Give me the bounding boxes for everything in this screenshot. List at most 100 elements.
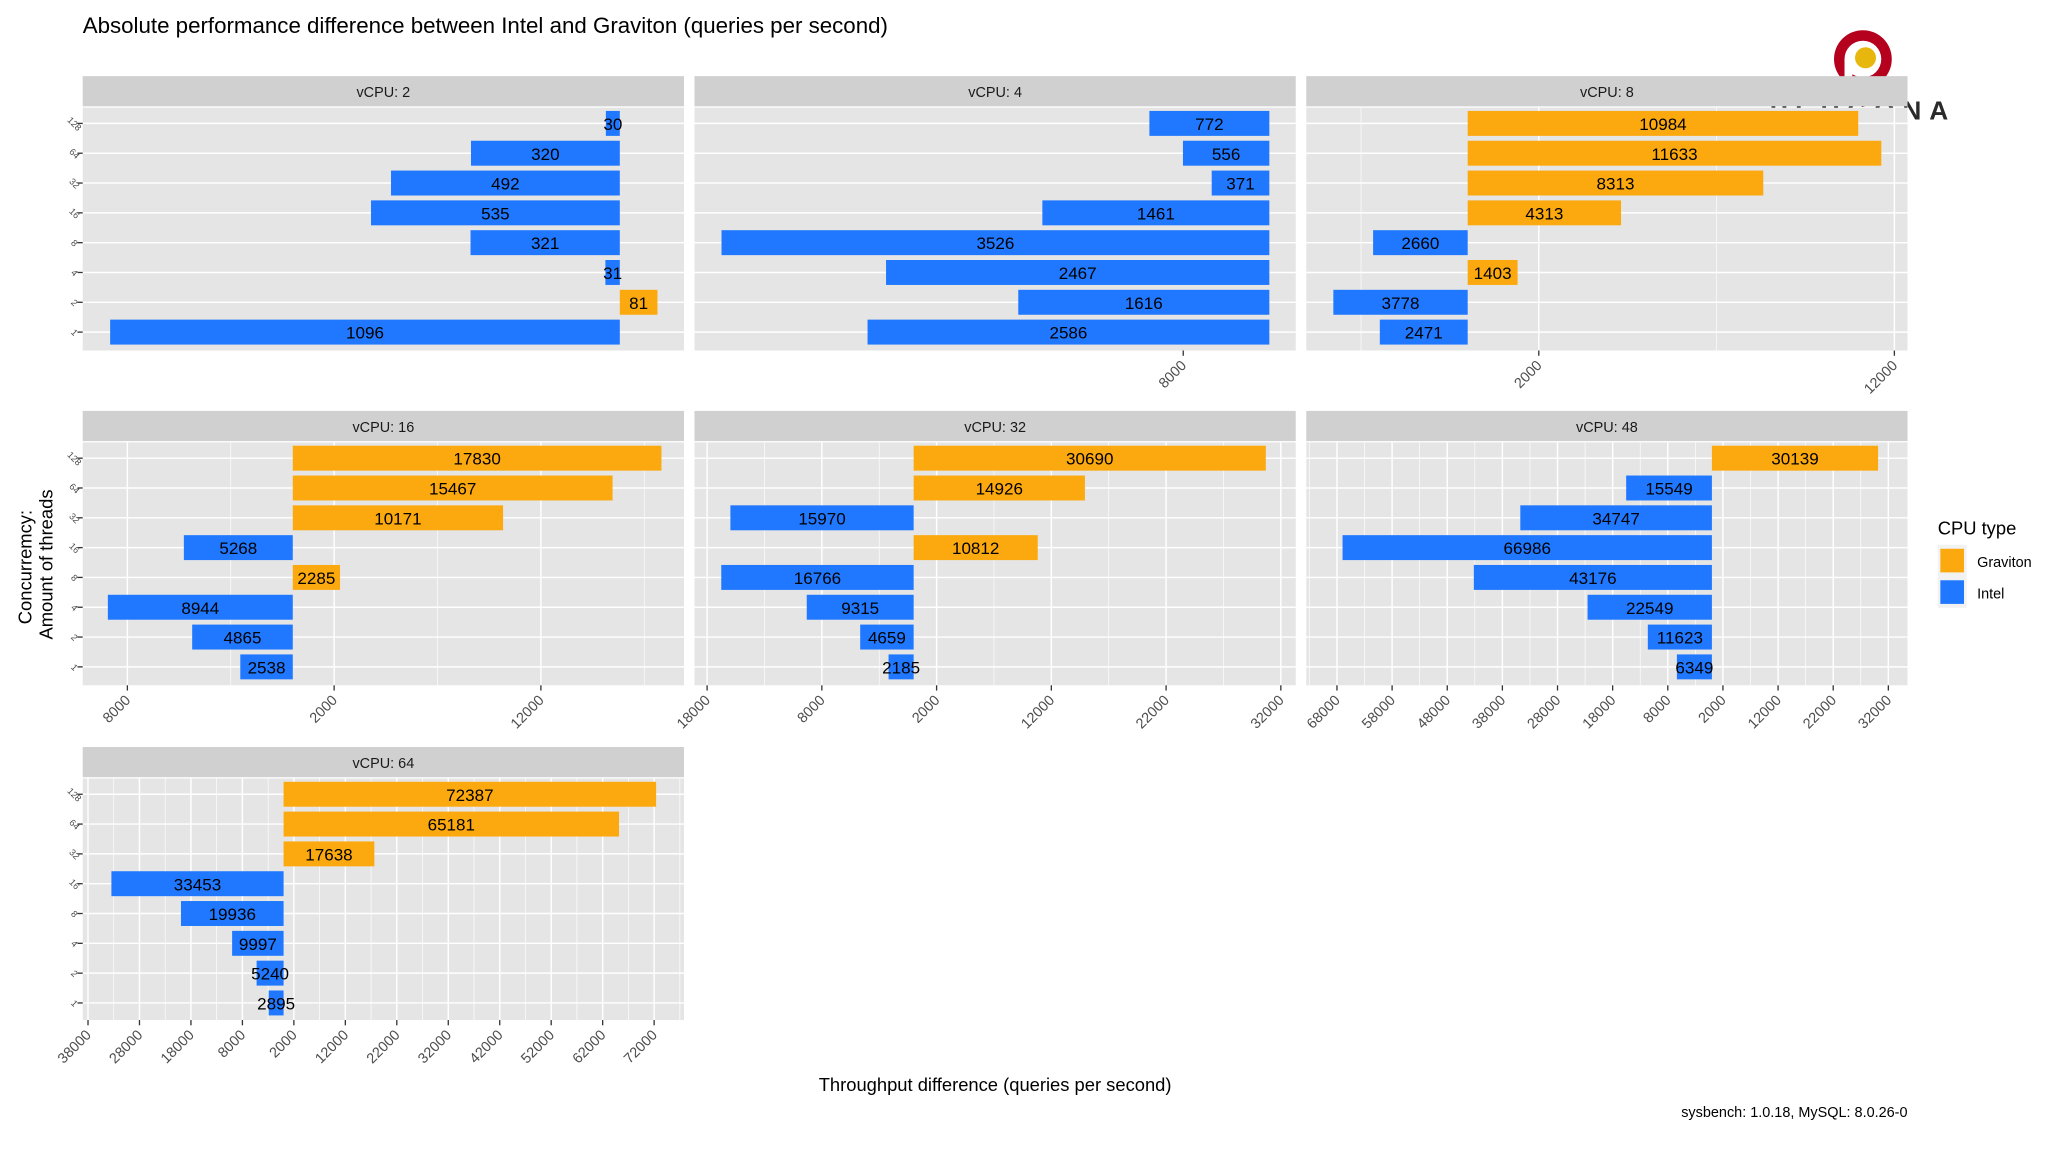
facet-strip: [1306, 76, 1908, 107]
y-tick-label: 128: [65, 450, 83, 468]
x-tick-label: 12000: [1861, 358, 1901, 398]
bar-graviton: [913, 475, 1085, 501]
y-tick-label: 128: [65, 786, 83, 804]
x-tick-label: 72000: [621, 1027, 661, 1067]
legend-key-graviton: [1940, 548, 1964, 573]
facet-strip: [694, 410, 1296, 442]
bar-intel: [888, 654, 914, 680]
y-tick-label: 32: [67, 176, 81, 190]
facet-strip: [82, 76, 684, 107]
y-axis-title-line-1: Concurremcy:: [15, 510, 36, 624]
y-tick-label: 4: [69, 938, 80, 949]
legend-label-graviton: Graviton: [1977, 555, 2032, 571]
caption: sysbench: 1.0.18, MySQL: 8.0.26-0: [1681, 1105, 1907, 1121]
bar-intel: [232, 930, 284, 956]
bar-intel: [1211, 170, 1270, 196]
y-tick-label: 4: [69, 268, 80, 279]
x-tick-label: 22000: [1133, 693, 1173, 733]
bar-intel: [1018, 289, 1270, 315]
facet-panel: vCPU: 16 17830 15467 10171 5268 2285 8944 4865 2…: [65, 410, 684, 732]
x-tick-label: 42000: [467, 1027, 507, 1067]
bar-value-label: 14926: [976, 480, 1023, 499]
bar-intel: [180, 901, 284, 926]
bar-value-label: 3526: [976, 234, 1014, 253]
bar-intel: [605, 260, 620, 285]
x-tick-label: 8000: [215, 1027, 249, 1061]
x-tick-label: 32000: [1855, 693, 1895, 733]
facet-strip-label: vCPU: 4: [968, 85, 1022, 101]
bar-value-label: 535: [481, 204, 509, 223]
bar-intel: [183, 535, 293, 561]
bar-value-label: 556: [1212, 145, 1240, 164]
bar-value-label: 30690: [1066, 450, 1113, 469]
bar-value-label: 10171: [374, 509, 421, 528]
bar-intel: [1647, 624, 1712, 650]
y-tick-label: 8: [69, 573, 80, 584]
bar-value-label: 4659: [868, 629, 906, 648]
bar-graviton: [1467, 260, 1518, 285]
bar-intel: [867, 319, 1270, 345]
bar-value-label: 5268: [219, 539, 257, 558]
facet-strip-label: vCPU: 32: [964, 420, 1026, 436]
x-tick-label: 62000: [570, 1027, 610, 1067]
legend-title: CPU type: [1938, 517, 2017, 538]
y-tick-label: 64: [67, 817, 81, 831]
legend: CPU type Graviton Intel: [1937, 517, 2032, 608]
bar-value-label: 321: [531, 234, 559, 253]
bar-intel: [471, 140, 620, 166]
bar-intel: [1149, 110, 1270, 136]
bar-value-label: 1461: [1137, 204, 1175, 223]
bar-graviton: [1711, 445, 1879, 471]
bar-value-label: 2471: [1405, 324, 1443, 343]
bar-value-label: 16766: [794, 569, 841, 588]
bar-value-label: 2285: [297, 569, 335, 588]
x-tick-label: 22000: [364, 1027, 404, 1067]
bar-value-label: 10812: [952, 539, 999, 558]
x-tick-label: 18000: [158, 1027, 198, 1067]
x-tick-label: 38000: [1469, 693, 1509, 733]
bar-value-label: 15970: [798, 509, 845, 528]
bar-graviton: [913, 535, 1038, 561]
bar-intel: [107, 594, 293, 620]
bar-value-label: 2185: [882, 658, 920, 677]
bar-value-label: 2467: [1059, 264, 1097, 283]
facet-panel: vCPU: 48 30139 15549 34747 66986 43176 22549 11…: [1304, 410, 1908, 733]
x-tick-label: 52000: [518, 1027, 558, 1067]
y-tick-label: 4: [69, 602, 80, 613]
bar-graviton: [1467, 170, 1764, 196]
bar-value-label: 8944: [181, 599, 219, 618]
x-tick-label: 2000: [909, 693, 943, 727]
bar-value-label: 30139: [1771, 450, 1818, 469]
bar-intel: [721, 564, 914, 590]
bar-value-label: 1403: [1474, 264, 1512, 283]
bar-value-label: 34747: [1592, 509, 1639, 528]
bar-value-label: 5240: [251, 965, 289, 984]
facet-strip-label: vCPU: 48: [1576, 420, 1638, 436]
x-tick-label: 8000: [1641, 693, 1675, 727]
bar-value-label: 81: [629, 294, 648, 313]
bar-value-label: 30: [603, 115, 622, 134]
facet-strip: [694, 76, 1296, 107]
bar-value-label: 2895: [257, 995, 295, 1014]
bar-value-label: 4865: [224, 629, 262, 648]
x-tick-label: 12000: [312, 1027, 352, 1067]
x-tick-label: 8000: [100, 693, 134, 727]
facet-panels: vCPU: 2303204925353213181109612864321684…: [55, 76, 1908, 1067]
x-tick-label: 22000: [1800, 693, 1840, 733]
bar-intel: [1520, 505, 1712, 531]
bar-value-label: 15549: [1645, 480, 1692, 499]
bar-value-label: 66986: [1504, 539, 1551, 558]
bar-value-label: 2660: [1401, 234, 1439, 253]
bar-value-label: 31: [603, 264, 622, 283]
x-tick-label: 28000: [107, 1027, 147, 1067]
y-tick-label: 2: [69, 632, 80, 643]
facet-strip-label: vCPU: 64: [352, 756, 414, 772]
bar-intel: [1676, 654, 1712, 680]
bar-intel: [806, 594, 914, 620]
bar-value-label: 4313: [1525, 204, 1563, 223]
y-tick-label: 16: [67, 541, 81, 555]
facet-panel: vCPU: 8 10984 11633 8313 4313 2660 1403 3778 247…: [1156, 76, 1908, 398]
bar-graviton: [283, 841, 375, 867]
bar-intel: [1626, 475, 1712, 501]
bar-value-label: 2538: [248, 658, 286, 677]
